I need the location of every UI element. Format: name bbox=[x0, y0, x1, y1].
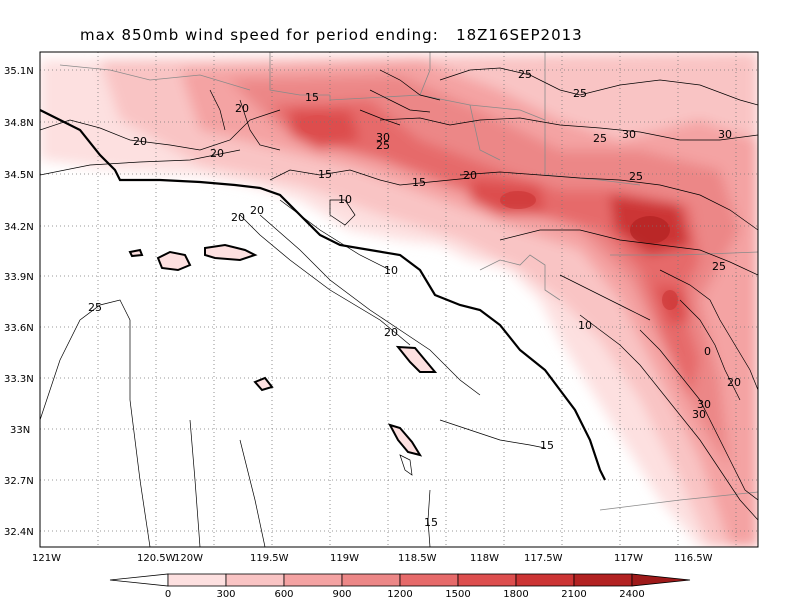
lon-label: 117.5W bbox=[524, 553, 563, 564]
contour-label: 20 bbox=[210, 147, 224, 160]
colorbar-swatch bbox=[167, 573, 227, 587]
contour-label: 20 bbox=[235, 102, 249, 115]
contour-label: 20 bbox=[133, 135, 147, 148]
latitude-axis: 35.1N 34.8N 34.5N 34.2N 33.9N 33.6N 33.3… bbox=[4, 66, 34, 538]
lat-label: 33.9N bbox=[4, 272, 34, 283]
lat-label: 33N bbox=[10, 425, 30, 436]
contour-label: 25 bbox=[593, 132, 607, 145]
lon-label: 120W bbox=[174, 553, 203, 564]
title-prefix: max 850mb wind speed for period ending: bbox=[80, 26, 439, 44]
contour-label: 20 bbox=[384, 326, 398, 339]
lat-label: 33.3N bbox=[4, 374, 34, 385]
coastline bbox=[40, 109, 606, 481]
contour-label: 25 bbox=[88, 301, 102, 314]
longitude-axis: 121W 120.5W 120W 119.5W 119W 118.5W 118W… bbox=[32, 553, 713, 564]
colorbar-label: 1800 bbox=[503, 589, 528, 600]
lon-label: 119.5W bbox=[250, 553, 289, 564]
colorbar-label: 900 bbox=[332, 589, 351, 600]
contour-label: 25 bbox=[629, 170, 643, 183]
contour-label: 20 bbox=[231, 211, 245, 224]
colorbar-swatch bbox=[631, 573, 691, 587]
colorbar-label: 2400 bbox=[619, 589, 644, 600]
contour-label: 15 bbox=[318, 168, 332, 181]
channel-islands bbox=[128, 243, 438, 457]
colorbar-swatch bbox=[283, 573, 343, 587]
contour-lines bbox=[40, 67, 758, 547]
lon-label: 120.5W bbox=[137, 553, 176, 564]
contour-label: 25 bbox=[712, 260, 726, 273]
contour-label: 15 bbox=[540, 439, 554, 452]
contour-label: 10 bbox=[384, 264, 398, 277]
colorbar-label: 2100 bbox=[561, 589, 586, 600]
colorbar-swatch bbox=[341, 573, 401, 587]
colorbar-swatch bbox=[225, 573, 285, 587]
colorbar-label: 0 bbox=[165, 589, 171, 600]
contour-label: 10 bbox=[578, 319, 592, 332]
lat-label: 33.6N bbox=[4, 323, 34, 334]
map-title: max 850mb wind speed for period ending: … bbox=[80, 26, 583, 44]
lat-label: 34.2N bbox=[4, 222, 34, 233]
contour-label: 10 bbox=[338, 193, 352, 206]
contour-label: 25 bbox=[376, 139, 390, 152]
title-time: 18Z16SEP2013 bbox=[456, 26, 583, 44]
lon-label: 116.5W bbox=[674, 553, 713, 564]
contour-label: 15 bbox=[305, 91, 319, 104]
plot-frame bbox=[39, 51, 759, 548]
colorbar-label: 600 bbox=[274, 589, 293, 600]
contour-labels: 15 20 25 25 30 25 25 30 30 20 20 15 15 2… bbox=[88, 68, 741, 529]
contour-label: 30 bbox=[697, 398, 711, 411]
lat-label: 34.5N bbox=[4, 170, 34, 181]
colorbar-label: 300 bbox=[216, 589, 235, 600]
lon-label: 117W bbox=[614, 553, 643, 564]
contour-label: 25 bbox=[573, 87, 587, 100]
colorbar-swatch bbox=[399, 573, 459, 587]
contour-label: 25 bbox=[518, 68, 532, 81]
graticule bbox=[40, 52, 758, 547]
contour-label: 20 bbox=[727, 376, 741, 389]
colorbar-swatch bbox=[457, 573, 517, 587]
contour-label: 15 bbox=[424, 516, 438, 529]
contour-label: 0 bbox=[704, 345, 711, 358]
colorbar: 0 300 600 900 1200 1500 1800 2100 2400 bbox=[109, 573, 691, 600]
lat-label: 32.4N bbox=[4, 527, 34, 538]
colorbar-swatch bbox=[573, 573, 633, 587]
contour-label: 30 bbox=[376, 131, 390, 144]
lat-label: 32.7N bbox=[4, 476, 34, 487]
lon-label: 121W bbox=[32, 553, 61, 564]
lon-label: 118.5W bbox=[398, 553, 437, 564]
colorbar-swatch bbox=[515, 573, 575, 587]
contour-label: 30 bbox=[718, 128, 732, 141]
lat-label: 35.1N bbox=[4, 66, 34, 77]
contour-label: 20 bbox=[250, 204, 264, 217]
contour-label: 20 bbox=[463, 169, 477, 182]
colorbar-label: 1200 bbox=[387, 589, 412, 600]
lon-label: 119W bbox=[330, 553, 359, 564]
lat-label: 34.8N bbox=[4, 118, 34, 129]
contour-label: 30 bbox=[692, 408, 706, 421]
colorbar-label: 1500 bbox=[445, 589, 470, 600]
contour-label: 15 bbox=[412, 176, 426, 189]
contour-label: 30 bbox=[622, 128, 636, 141]
colorbar-swatch bbox=[109, 573, 169, 587]
lon-label: 118W bbox=[470, 553, 499, 564]
